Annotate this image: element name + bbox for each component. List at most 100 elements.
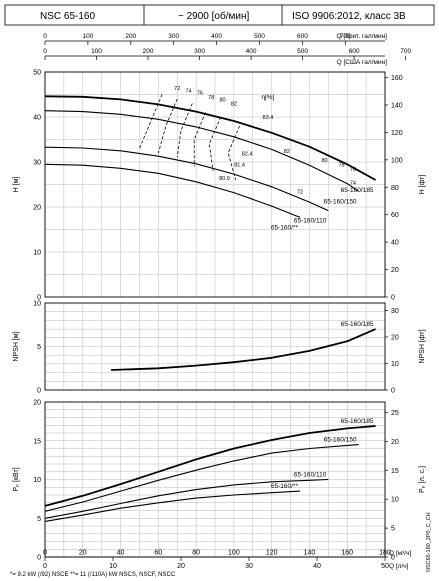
bottom-m3h-tick-label: 80 xyxy=(192,550,200,557)
panel-frame xyxy=(44,302,386,391)
y-tick-label: 40 xyxy=(33,115,41,122)
top-imp-tick-label: 400 xyxy=(211,33,222,40)
curve-65-160- xyxy=(44,490,301,522)
curve-65-160-110 xyxy=(44,146,329,212)
bottom-m3h-tick-label: 40 xyxy=(117,550,125,557)
y2-tick-label: 10 xyxy=(391,361,399,368)
top-us-tick-label: 700 xyxy=(400,48,411,55)
bottom-m3h-tick-label: 20 xyxy=(79,550,87,557)
top-us-tick-label: 100 xyxy=(91,48,102,55)
top-imp-tick-label: 600 xyxy=(297,33,308,40)
curve-65-160- xyxy=(44,163,301,218)
bottom-m3h-tick-label: 120 xyxy=(266,550,278,557)
y-axis-label: NPSH [м] xyxy=(13,331,20,361)
bottom-ls-label: Q [л/ч] xyxy=(389,563,409,570)
bottom-ls-tick-label: 10 xyxy=(109,563,117,570)
efficiency-line xyxy=(208,116,222,172)
y-tick-label: 10 xyxy=(33,301,41,308)
top-us-tick-label: 600 xyxy=(349,48,360,55)
efficiency-value: 74 xyxy=(350,181,356,187)
efficiency-value: 78 xyxy=(208,95,214,101)
y2-tick-label: 15 xyxy=(391,468,399,475)
efficiency-value: 76 xyxy=(350,167,356,173)
header-frame xyxy=(4,4,435,26)
efficiency-line xyxy=(193,112,206,167)
series-label: 65-160/** xyxy=(271,224,299,231)
curve-65-160-110 xyxy=(44,478,329,519)
curves-layer xyxy=(44,94,377,522)
top-us-tick-label: 300 xyxy=(194,48,205,55)
header-standard: ISO 9906:2012, класс 3В xyxy=(292,11,406,22)
y-tick-label: 5 xyxy=(37,344,41,351)
y2-tick-label: 0 xyxy=(391,555,395,562)
efficiency-value: 80 xyxy=(219,98,225,104)
top-imp-tick-label: 500 xyxy=(254,33,265,40)
bottom-m3h-tick-label: 60 xyxy=(154,550,162,557)
y-tick-label: 0 xyxy=(37,295,41,302)
y2-tick-label: 5 xyxy=(391,526,395,533)
y2-tick-label: 160 xyxy=(391,75,403,82)
y2-axis-label: NPSH [фт] xyxy=(419,329,426,363)
y2-tick-label: 140 xyxy=(391,102,403,109)
y2-tick-label: 20 xyxy=(391,439,399,446)
curve-65-160-150 xyxy=(44,110,359,192)
efficiency-line xyxy=(157,98,178,154)
y2-tick-label: 10 xyxy=(391,497,399,504)
top-imp-tick-label: 700 xyxy=(340,33,351,40)
y2-tick-label: 20 xyxy=(391,334,399,341)
curve-65-160-185 xyxy=(44,95,377,181)
y2-tick-label: 30 xyxy=(391,308,399,315)
y2-tick-label: 60 xyxy=(391,212,399,219)
series-label: 65-160/** xyxy=(271,483,299,490)
top-us-tick-label: 400 xyxy=(246,48,257,55)
top-us-tick-label: 0 xyxy=(43,48,47,55)
axes-layer xyxy=(44,40,407,561)
series-label: 65-160/185 xyxy=(341,321,374,328)
top-imp-tick-label: 300 xyxy=(168,33,179,40)
header-speed: ~ 2900 [об/мин] xyxy=(178,10,249,22)
curve-65-160-185 xyxy=(111,328,376,371)
y-tick-label: 10 xyxy=(33,477,41,484)
y-tick-label: 30 xyxy=(33,160,41,167)
series-label: 65-160/110 xyxy=(294,472,327,479)
efficiency-value: 83.4 xyxy=(263,115,274,121)
efficiency-label: η[%] xyxy=(261,94,274,101)
top-imp-tick-label: 200 xyxy=(125,33,136,40)
y-tick-label: 5 xyxy=(37,516,41,523)
y-axis-label: Pₚ [кВт] xyxy=(13,467,20,491)
efficiency-value: 78 xyxy=(338,163,344,169)
efficiency-value: 72 xyxy=(174,86,180,92)
curve-65-160-185 xyxy=(44,425,376,507)
y2-tick-label: 0 xyxy=(391,295,395,302)
efficiency-line xyxy=(176,103,193,158)
efficiency-value: 80.9 xyxy=(219,176,230,182)
y2-tick-label: 120 xyxy=(391,130,403,137)
grid-layer xyxy=(44,71,386,558)
series-label: 65-160/185 xyxy=(341,187,374,194)
series-label: 65-160/185 xyxy=(341,418,374,425)
bottom-ls-tick-label: 50 xyxy=(381,563,389,570)
panel-frame xyxy=(44,71,386,298)
efficiency-value: 74 xyxy=(185,89,191,95)
y2-axis-label: H [фт] xyxy=(419,175,426,195)
efficiency-value: 82 xyxy=(284,149,290,155)
header-model: NSC 65-160 xyxy=(40,11,95,22)
efficiency-value: 72 xyxy=(297,190,303,196)
efficiency-line xyxy=(227,125,240,181)
bottom-ls-tick-label: 0 xyxy=(43,563,47,570)
y-tick-label: 50 xyxy=(33,70,41,77)
y-tick-label: 0 xyxy=(37,388,41,395)
y-axis-label: H [м] xyxy=(13,177,20,193)
bottom-m3h-tick-label: 160 xyxy=(341,550,353,557)
y2-axis-label: Pₚ [л. с.] xyxy=(419,466,426,493)
y-tick-label: 20 xyxy=(33,400,41,407)
y2-tick-label: 25 xyxy=(391,410,399,417)
y2-tick-label: 0 xyxy=(391,388,395,395)
efficiency-value: 82.4 xyxy=(242,152,253,158)
footnote: *= 9.2 kW (/92) NSCE **= 11 (/110A) kW N… xyxy=(10,572,176,578)
series-label: 65-160/150 xyxy=(324,437,357,444)
bottom-m3h-tick-label: 0 xyxy=(43,550,47,557)
